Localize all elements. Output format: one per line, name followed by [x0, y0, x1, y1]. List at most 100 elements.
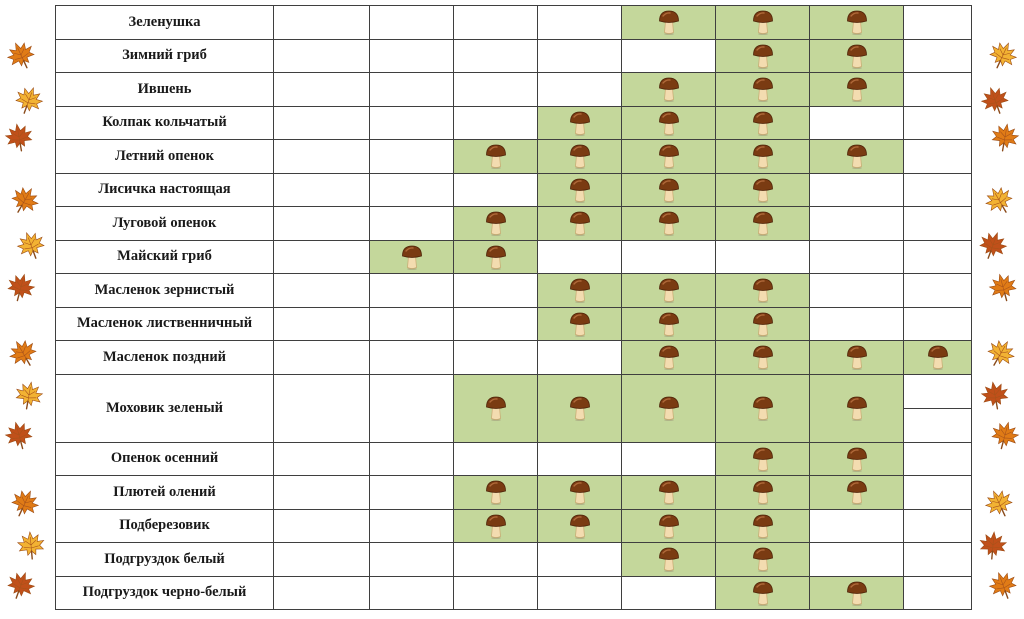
season-cell-empty [903, 508, 972, 543]
mushroom-icon [927, 344, 949, 371]
season-cell-active [621, 72, 716, 107]
season-cell-active [715, 105, 810, 140]
mushroom-icon [846, 395, 868, 421]
season-cell-empty [903, 475, 972, 510]
season-cell-active [715, 508, 810, 543]
season-cell-empty [273, 72, 370, 107]
season-cell-active [621, 373, 716, 443]
maple-leaf-icon [3, 333, 44, 374]
mushroom-icon [658, 513, 680, 539]
mushroom-icon [846, 479, 868, 506]
season-cell-active [621, 273, 716, 308]
table-row: Летний опенок [55, 139, 972, 174]
season-cell-empty [453, 72, 538, 107]
mushroom-icon [846, 580, 868, 606]
table-row: Ившень [55, 72, 972, 107]
season-cell-empty [621, 575, 716, 610]
mushroom-name: Опенок осенний [55, 441, 274, 476]
season-cell-empty [369, 373, 454, 443]
season-cell-empty [273, 105, 370, 140]
season-cell-empty [273, 340, 370, 375]
table-row: Колпак кольчатый [55, 105, 972, 140]
mushroom-icon [569, 177, 591, 203]
season-cell-empty [273, 306, 370, 341]
mushroom-icon [569, 110, 591, 136]
season-cell-empty [903, 38, 972, 73]
mushroom-icon [658, 395, 680, 421]
table-row: Опенок осенний [55, 441, 972, 476]
mushroom-name: Подгруздок белый [55, 542, 274, 577]
season-cell-active [809, 139, 904, 174]
table-row: Зимний гриб [55, 38, 972, 73]
season-cell-active [715, 38, 810, 73]
mushroom-name: Лисичка настоящая [55, 172, 274, 207]
season-cell-empty [903, 239, 972, 274]
maple-leaf-icon [974, 226, 1012, 264]
season-cell-empty [273, 139, 370, 174]
season-cell-active [715, 206, 810, 241]
mushroom-icon [752, 311, 774, 337]
season-cell-empty [809, 239, 904, 274]
mushroom-name: Колпак кольчатый [55, 105, 274, 140]
mushroom-icon [752, 277, 774, 304]
mushroom-icon [846, 76, 868, 103]
season-cell-active [453, 373, 538, 443]
season-cell-empty [273, 172, 370, 207]
season-cell-empty [369, 273, 454, 308]
mushroom-icon [569, 143, 591, 170]
season-cell-active [621, 340, 716, 375]
season-cell-empty [453, 542, 538, 577]
mushroom-icon [658, 210, 680, 237]
season-cell-empty [453, 273, 538, 308]
season-cell-active [715, 542, 810, 577]
season-cell-active [715, 575, 810, 610]
season-cell-active [809, 373, 904, 443]
season-cell-active [537, 139, 622, 174]
season-cell-empty [273, 5, 370, 40]
season-cell-empty [273, 373, 370, 443]
maple-leaf-icon [12, 378, 47, 413]
season-cell-empty [453, 340, 538, 375]
season-cell-empty [809, 542, 904, 577]
season-cell-active [715, 340, 810, 375]
maple-leaf-icon [983, 35, 1023, 75]
season-cell-active [809, 38, 904, 73]
season-cell-empty [273, 508, 370, 543]
mushroom-icon [401, 244, 423, 270]
maple-leaf-icon [981, 333, 1022, 374]
season-cell-active [537, 273, 622, 308]
season-cell-active [537, 306, 622, 341]
maple-leaf-icon [1, 35, 41, 75]
mushroom-icon [485, 479, 507, 506]
table-row: Масленок поздний [55, 340, 972, 375]
season-cell-active [715, 373, 810, 443]
season-cell-active [621, 5, 716, 40]
mushroom-icon [569, 395, 591, 421]
season-cell-empty [903, 273, 972, 308]
maple-leaf-icon [3, 269, 40, 306]
season-cell-active [715, 441, 810, 476]
season-cell-active [537, 206, 622, 241]
season-cell-empty [903, 306, 972, 341]
mushroom-icon [485, 513, 507, 539]
season-cell-empty [903, 172, 972, 207]
mushroom-icon [846, 43, 868, 69]
cell-divider [904, 408, 971, 409]
mushroom-icon [658, 277, 680, 304]
mushroom-icon [752, 479, 774, 506]
season-cell-active [453, 206, 538, 241]
season-cell-active [809, 475, 904, 510]
season-cell-empty [369, 306, 454, 341]
season-cell-active [715, 5, 810, 40]
mushroom-name: Луговой опенок [55, 206, 274, 241]
mushroom-icon [658, 177, 680, 203]
season-cell-active [715, 475, 810, 510]
season-cell-empty [369, 475, 454, 510]
season-cell-empty [621, 441, 716, 476]
season-cell-active [809, 5, 904, 40]
season-cell-empty [809, 172, 904, 207]
mushroom-icon [752, 344, 774, 371]
season-cell-empty [369, 72, 454, 107]
maple-leaf-icon [5, 483, 45, 523]
season-cell-active [621, 172, 716, 207]
